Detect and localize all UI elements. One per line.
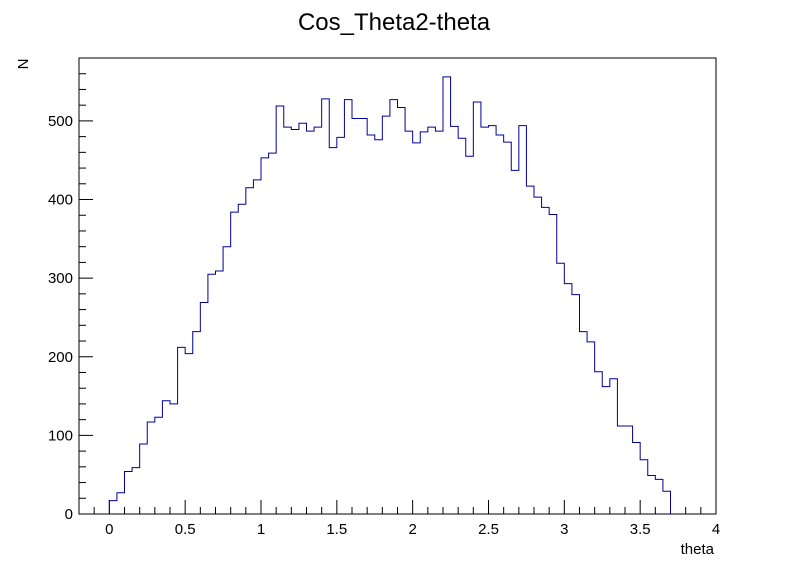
x-tick-label: 0.5 bbox=[175, 521, 196, 538]
y-tick-label: 400 bbox=[48, 192, 73, 209]
x-tick-label: 3 bbox=[560, 521, 568, 538]
plot-frame bbox=[78, 57, 717, 515]
y-tick-label: 100 bbox=[48, 427, 73, 444]
x-axis-label: theta bbox=[681, 541, 715, 558]
x-tick-label: 1 bbox=[257, 521, 265, 538]
x-tick-label: 0 bbox=[105, 521, 113, 538]
x-tick-label: 3.5 bbox=[630, 521, 651, 538]
y-axis-label: N bbox=[15, 59, 32, 70]
y-tick-label: 0 bbox=[65, 506, 73, 523]
x-tick-label: 1.5 bbox=[326, 521, 347, 538]
y-tick-labels: 0 100 200 300 400 500 bbox=[48, 113, 73, 523]
x-tick-label: 2.5 bbox=[478, 521, 499, 538]
histogram-line bbox=[108, 76, 671, 514]
y-tick-label: 500 bbox=[48, 113, 73, 130]
x-tick-label: 2 bbox=[408, 521, 416, 538]
y-tick-label: 300 bbox=[48, 270, 73, 287]
chart-title: Cos_Theta2-theta bbox=[298, 9, 491, 36]
x-tick-labels: 0 0.5 1 1.5 2 2.5 3 3.5 4 bbox=[105, 521, 720, 538]
x-tick-label: 4 bbox=[712, 521, 720, 538]
axis-ticks bbox=[78, 57, 717, 515]
y-tick-label: 200 bbox=[48, 349, 73, 366]
